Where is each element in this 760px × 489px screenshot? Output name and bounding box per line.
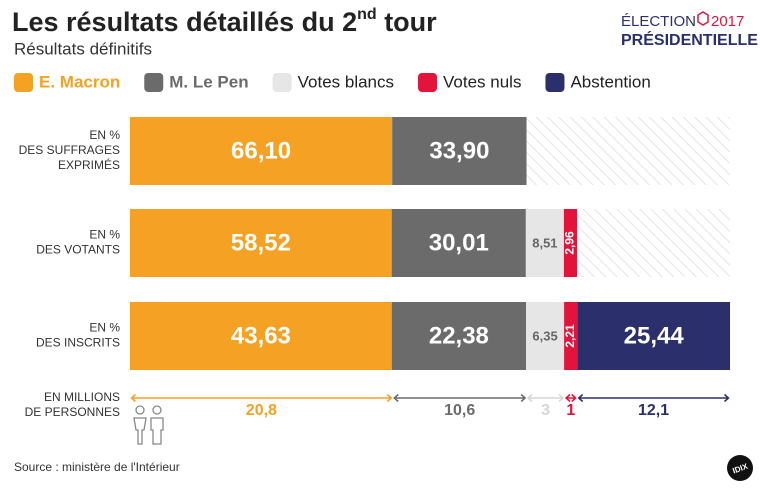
bar-segment (392, 117, 527, 185)
title-end: tour (377, 7, 437, 37)
brand-icon (697, 11, 709, 26)
brand-line1: ÉLECTION (621, 13, 696, 30)
millions-arrow (130, 393, 393, 403)
millions-label: 1 (566, 402, 575, 419)
bar-segment (391, 209, 526, 277)
brand: ÉLECTION 2017 PRÉSIDENTIELLE (621, 11, 758, 49)
bar-segment (577, 302, 730, 370)
millions-title: DE PERSONNES (25, 405, 120, 419)
value-label: 2,96 (563, 231, 577, 255)
title-sup: nd (357, 6, 377, 23)
legend-swatch (144, 73, 164, 92)
category-label: EN % (89, 128, 120, 142)
value-label: 8,51 (532, 235, 557, 250)
category-label: EN % (89, 321, 120, 335)
value-label: 43,63 (231, 322, 291, 349)
bar-segment (391, 302, 527, 370)
source: Source : ministère de l'Intérieur (14, 460, 180, 474)
remainder-hatch (526, 117, 730, 185)
millions-arrow (577, 393, 730, 403)
brand-year: 2017 (711, 13, 744, 30)
millions-arrow (526, 393, 565, 403)
bar-segment (130, 117, 393, 185)
brand-line2: PRÉSIDENTIELLE (621, 30, 758, 49)
legend-swatch (545, 73, 565, 92)
millions-arrow (564, 393, 577, 403)
badge-bg (727, 455, 753, 481)
millions-label: 10,6 (444, 402, 475, 419)
millions-label: 20,8 (246, 402, 277, 419)
category-label: EN % (89, 228, 120, 242)
millions-title: EN MILLIONS (44, 390, 120, 404)
category-label: DES SUFFRAGES (19, 143, 120, 157)
people-icon (133, 405, 164, 445)
legend-label: Votes nuls (443, 72, 521, 91)
value-label: 6,35 (532, 328, 557, 343)
legend-label: M. Le Pen (169, 72, 248, 91)
bar-segment (130, 302, 392, 370)
millions-label: 3 (541, 402, 550, 419)
legend-swatch (14, 73, 33, 92)
category-label: DES VOTANTS (36, 243, 120, 257)
bar-segment (130, 209, 392, 277)
chart-title: Les résultats détaillés du 2nd tour (12, 6, 437, 37)
value-label: 30,01 (429, 229, 489, 256)
bar-segment (525, 209, 564, 277)
legend-label: E. Macron (39, 72, 120, 91)
millions-arrow (393, 393, 527, 403)
legend-swatch (418, 73, 438, 92)
value-label: 33,90 (429, 137, 489, 164)
bar-segment (526, 302, 565, 370)
value-label: 66,10 (231, 137, 291, 164)
legend-label: Votes blancs (298, 72, 394, 91)
title-main: Les résultats détaillés du 2 (12, 7, 357, 37)
value-label: 22,38 (429, 322, 489, 349)
bar-segment (563, 209, 578, 277)
millions-label: 12,1 (638, 402, 669, 419)
value-label: 2,21 (563, 324, 577, 348)
value-label: 58,52 (231, 229, 291, 256)
remainder-hatch (577, 209, 730, 277)
category-label: EXPRIMÉS (58, 157, 120, 172)
category-label: DES INSCRITS (36, 336, 120, 350)
legend: E. Macron M. Le Pen Votes blancs Votes nuls… (14, 72, 651, 92)
value-label: 25,44 (624, 322, 685, 349)
legend-label: Abstention (570, 72, 650, 91)
subtitle: Résultats définitifs (14, 39, 152, 58)
bar-segment (564, 302, 578, 370)
legend-swatch (272, 73, 292, 92)
